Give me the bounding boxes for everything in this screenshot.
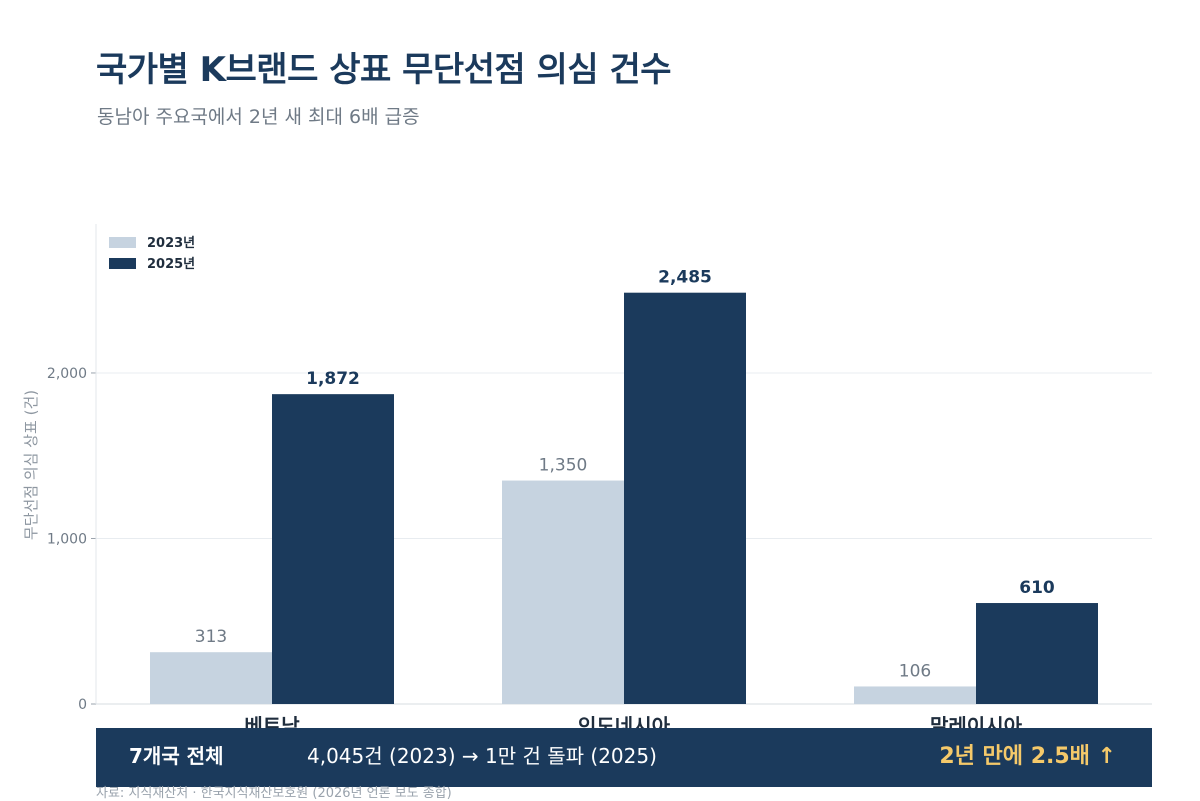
data-label: 610 <box>1019 578 1055 598</box>
legend-label: 2023년 <box>147 236 195 251</box>
legend-label: 2025년 <box>147 257 195 272</box>
summary-highlight: 2년 만에 2.5배 ↑ <box>939 744 1116 769</box>
x-tick-label: 베트남 <box>244 714 300 728</box>
data-label: 106 <box>899 661 931 681</box>
legend-swatch <box>109 237 136 248</box>
bar <box>854 686 976 704</box>
bar-chart: 0 1,000 2,000 무단선점 의심 상표 (건) 313 1,872 베트남 1,35… <box>22 224 1152 728</box>
bar <box>272 394 394 704</box>
x-tick-label: 말레이시아 <box>930 714 1023 728</box>
summary-stat: 4,045건 (2023) → 1만 건 돌파 (2025) <box>307 744 657 768</box>
legend-swatch <box>109 258 136 269</box>
x-tick-label: 인도네시아 <box>578 714 671 728</box>
data-label: 313 <box>195 627 227 647</box>
y-tick-label: 2,000 <box>47 366 87 382</box>
bar <box>502 480 624 704</box>
source-note: 자료: 지식재산처 · 한국지식재산보호원 (2026년 언론 보도 종합) <box>96 786 452 801</box>
page-subtitle: 동남아 주요국에서 2년 새 최대 6배 급증 <box>97 106 420 128</box>
data-label: 2,485 <box>658 268 712 288</box>
bar <box>976 603 1098 704</box>
y-axis-label: 무단선점 의심 상표 (건) <box>22 390 40 540</box>
summary-banner: 7개국 전체 4,045건 (2023) → 1만 건 돌파 (2025) 2년… <box>96 728 1152 787</box>
y-tick-label: 0 <box>78 697 87 713</box>
y-tick-label: 1,000 <box>47 531 87 547</box>
bar <box>624 292 746 704</box>
data-label: 1,872 <box>306 369 360 389</box>
bar <box>150 652 272 704</box>
page-title: 국가별 K브랜드 상표 무단선점 의심 건수 <box>96 50 672 90</box>
summary-label: 7개국 전체 <box>129 744 224 768</box>
data-label: 1,350 <box>539 456 588 476</box>
